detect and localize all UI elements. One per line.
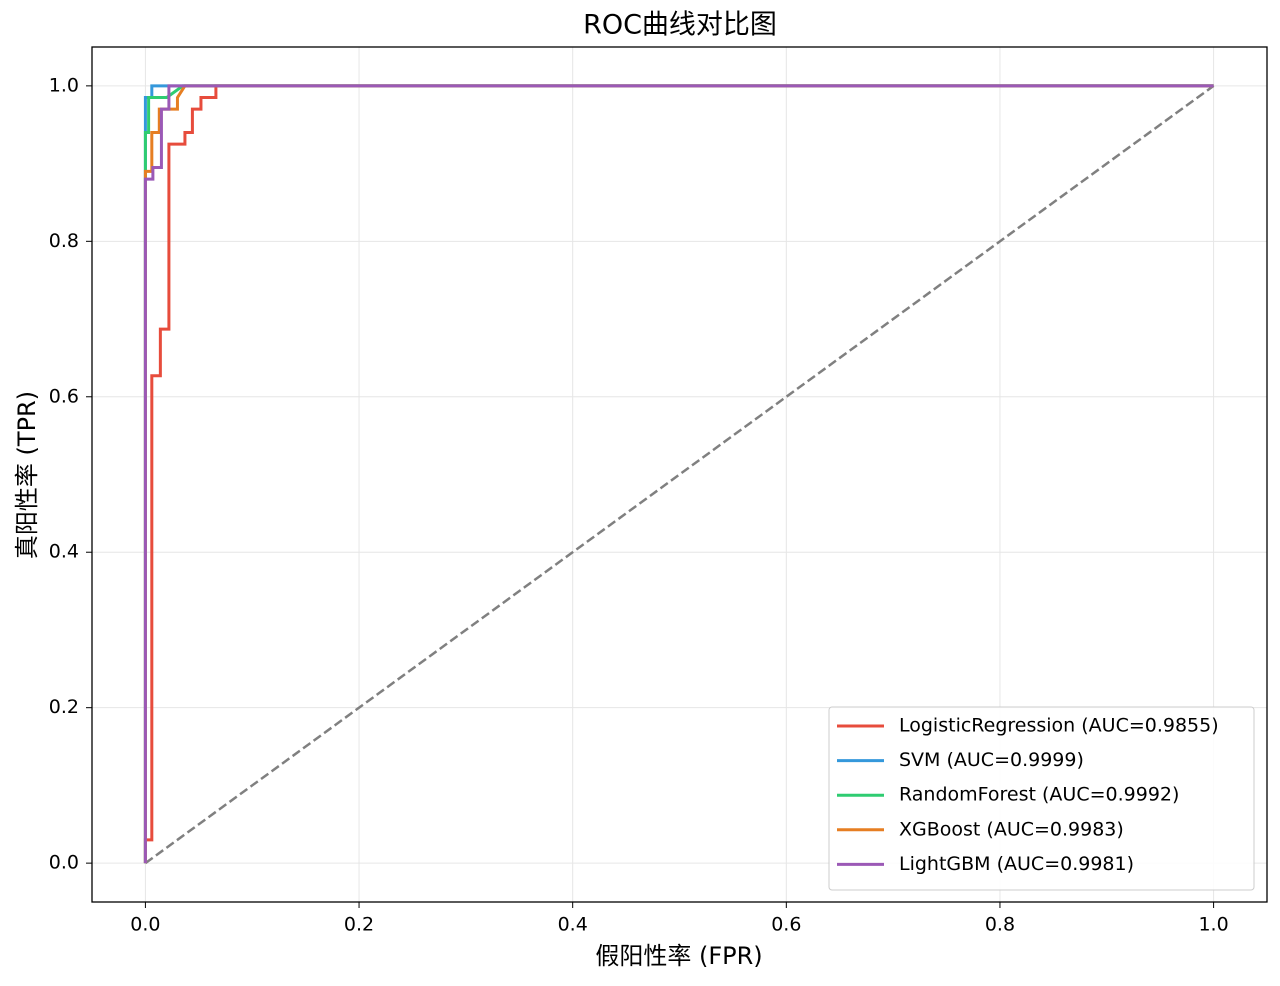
x-tick-label: 0.8 [985,914,1015,936]
reference-line [144,84,1215,865]
legend: LogisticRegression (AUC=0.9855) SVM (AUC=… [828,706,1255,891]
plot-frame [91,46,1268,903]
y-tick-label: 0.8 [49,230,79,252]
roc-line [143,84,1214,864]
y-tick-label: 0.0 [49,852,79,874]
legend-label: SVM (AUC=0.9999) [899,749,1084,771]
legend-label: RandomForest (AUC=0.9992) [899,784,1179,806]
y-tick-label: 1.0 [49,74,79,96]
x-tick-label: 1.0 [1198,914,1228,936]
legend-label: LogisticRegression (AUC=0.9855) [899,715,1219,737]
legend-label: LightGBM (AUC=0.9981) [899,853,1134,875]
x-tick-label: 0.0 [130,914,160,936]
legend-label: XGBoost (AUC=0.9983) [899,818,1124,840]
roc-line [143,84,1214,864]
y-tick-label: 0.2 [49,696,79,718]
legend-box [828,706,1255,891]
y-tick-label: 0.4 [49,541,79,563]
y-tick-label: 0.6 [49,385,79,407]
x-tick-label: 0.4 [558,914,588,936]
x-tick-label: 0.2 [344,914,374,936]
y-axis-label: 真阳性率 (TPR) [13,391,41,559]
chart-title: ROC曲线对比图 [583,10,777,41]
x-tick-label: 0.6 [771,914,801,936]
roc-line [143,84,1214,864]
x-axis-label: 假阳性率 (FPR) [595,942,762,970]
